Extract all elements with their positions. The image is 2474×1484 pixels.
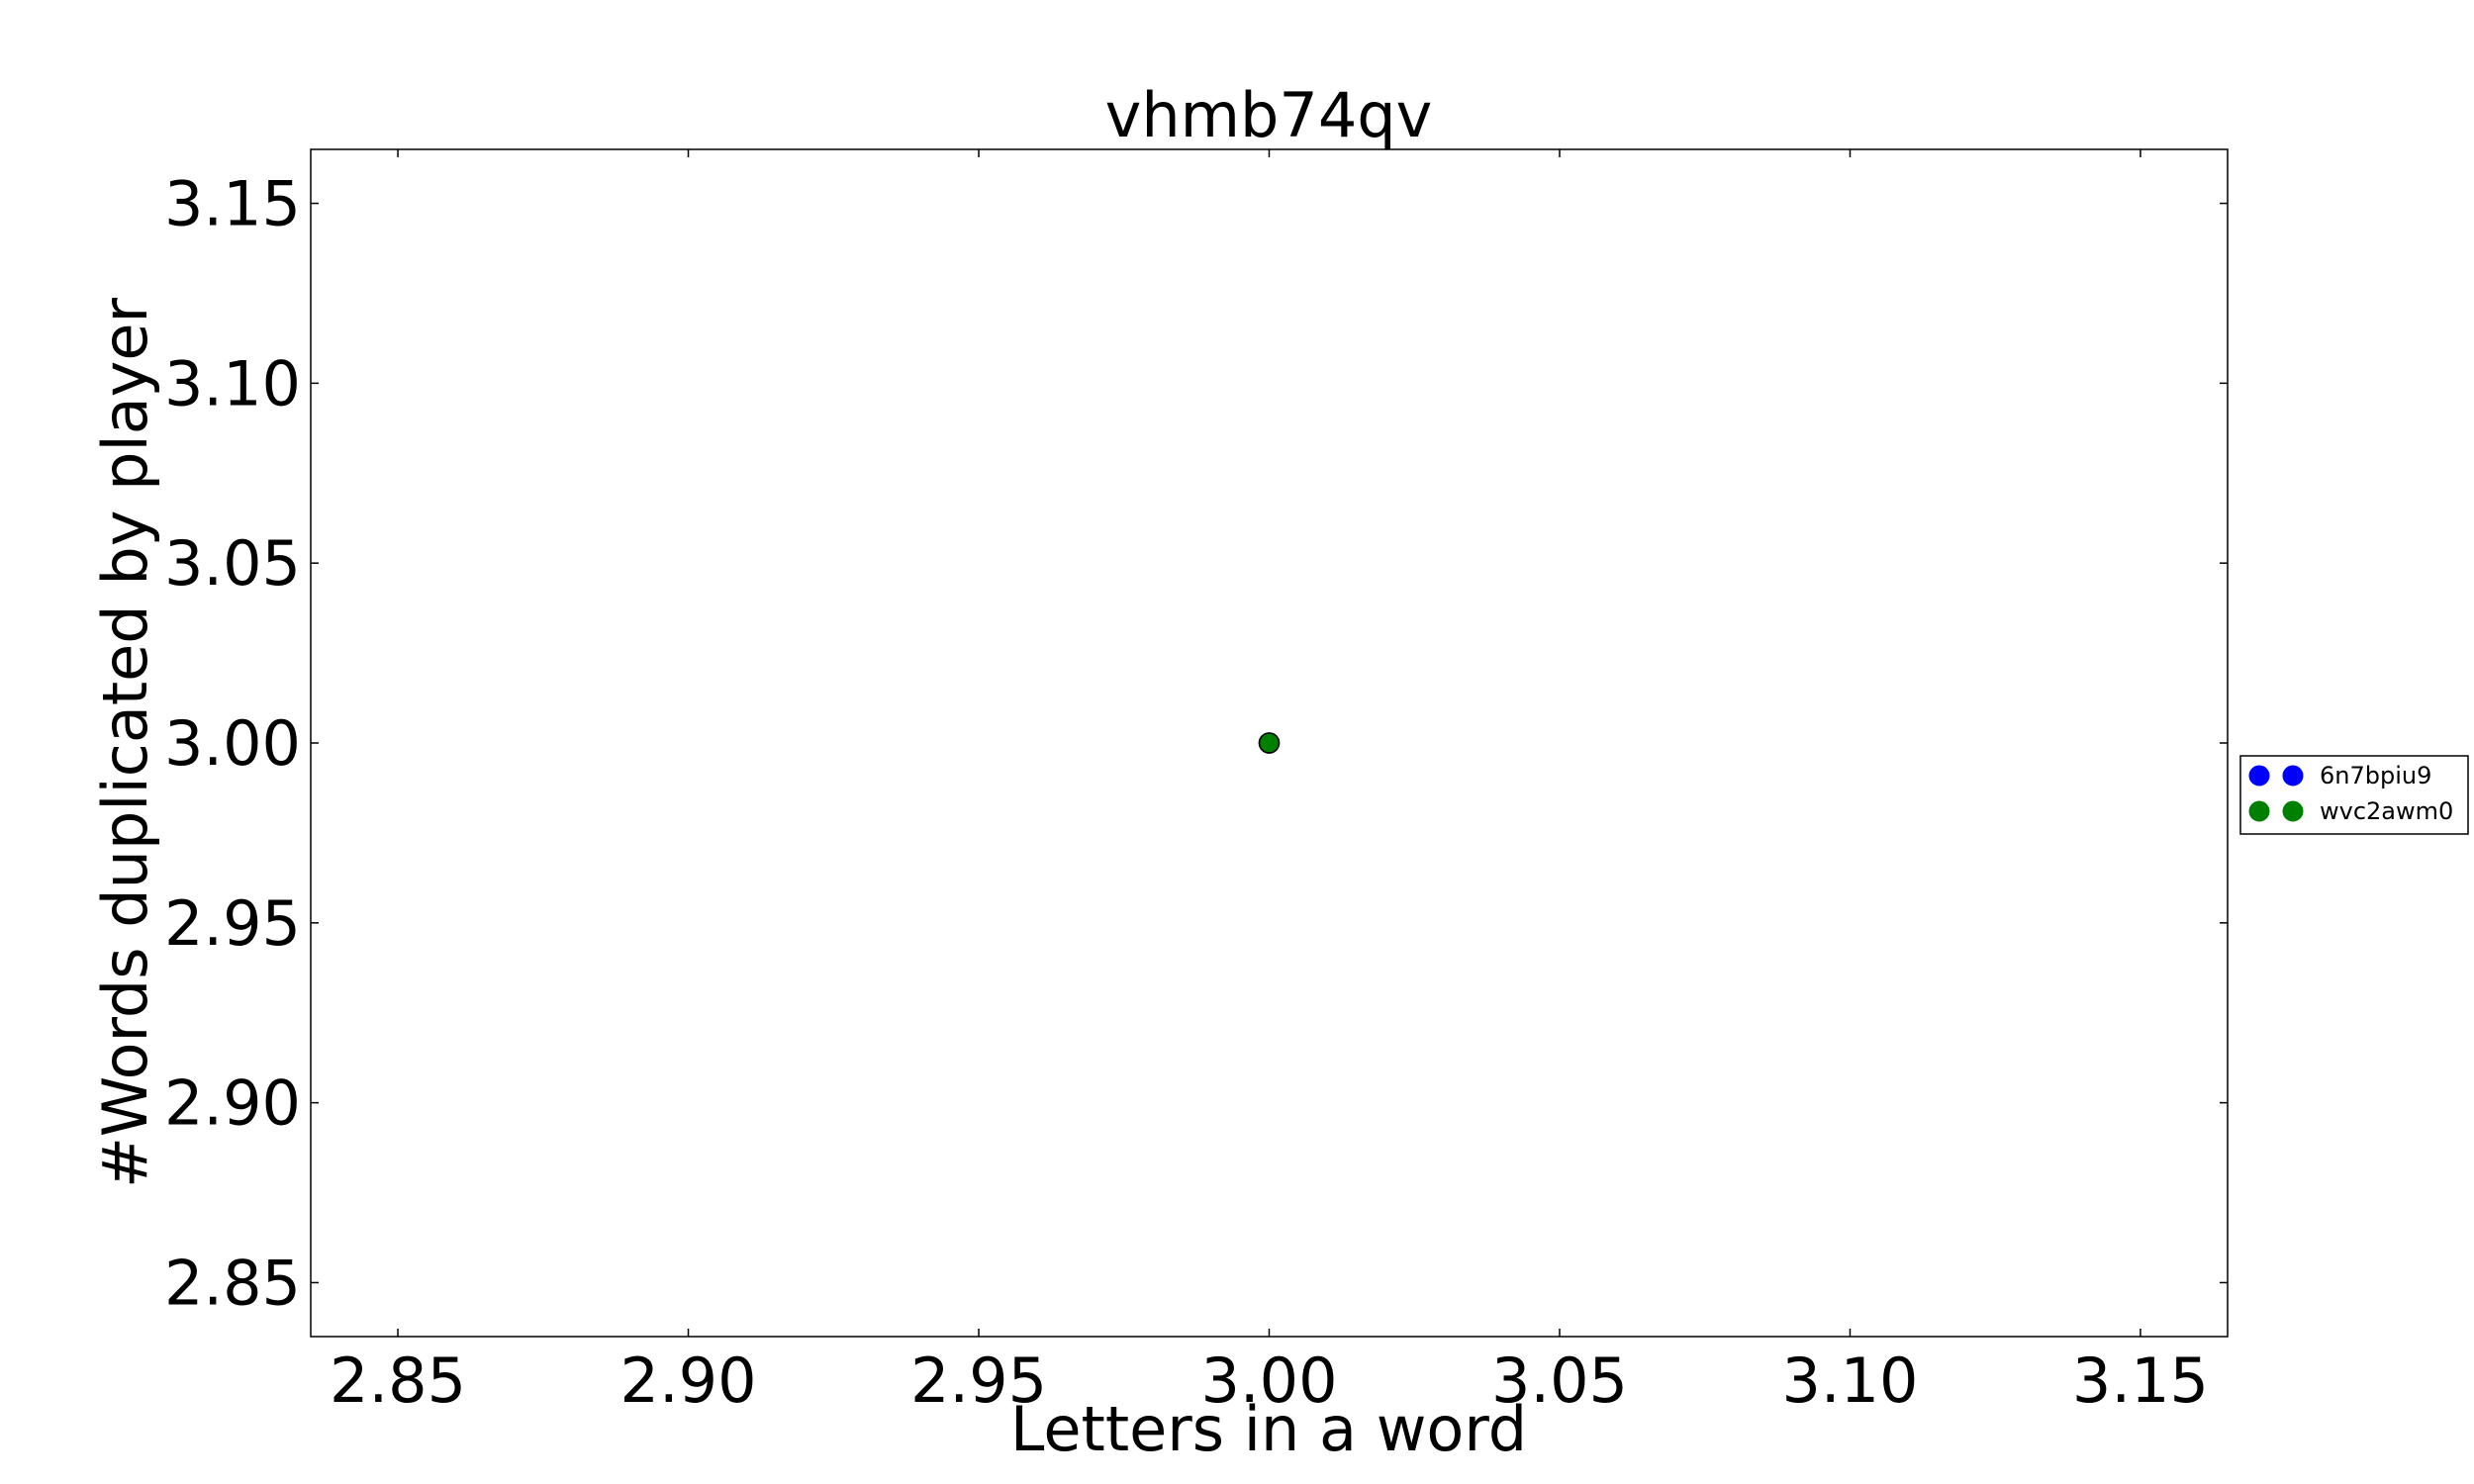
x-tick-label: 3.10 [1781, 1345, 1918, 1417]
x-tick-label: 2.90 [620, 1345, 757, 1417]
y-tick-label: 3.15 [164, 168, 301, 240]
legend-marker [2248, 800, 2270, 822]
x-tick-label: 2.95 [910, 1345, 1047, 1417]
legend: 6n7bpiu9 wvc2awm0 [2239, 755, 2469, 835]
y-tick-label: 3.00 [164, 707, 301, 780]
y-tick-label: 2.85 [164, 1247, 301, 1319]
legend-label: 6n7bpiu9 [2320, 762, 2431, 789]
legend-marker [2248, 765, 2270, 787]
y-tick-label: 3.05 [164, 527, 301, 600]
x-tick-label: 3.05 [1491, 1345, 1628, 1417]
x-axis-ticks: 2.85 2.90 2.95 3.00 3.05 3.10 3.15 [330, 149, 2209, 1417]
data-points [1258, 732, 1281, 754]
x-tick-label: 3.15 [2072, 1345, 2209, 1417]
y-tick-label: 3.10 [164, 347, 301, 419]
x-tick-label: 2.85 [330, 1345, 466, 1417]
chart-title: vhmb74qv [1105, 79, 1433, 151]
legend-marker [2282, 800, 2304, 822]
x-tick-label: 3.00 [1200, 1345, 1337, 1417]
legend-frame [2239, 755, 2469, 835]
data-point [1258, 732, 1281, 754]
legend-label: wvc2awm0 [2320, 797, 2453, 825]
y-tick-label: 2.95 [164, 887, 301, 960]
legend-marker [2282, 765, 2304, 787]
y-axis-label: #Words duplicated by player [89, 297, 161, 1188]
x-axis-label: Letters in a word [1010, 1393, 1527, 1465]
y-axis-ticks: 2.85 2.90 2.95 3.00 3.05 3.10 3.15 [164, 168, 2228, 1319]
y-tick-label: 2.90 [164, 1067, 301, 1140]
